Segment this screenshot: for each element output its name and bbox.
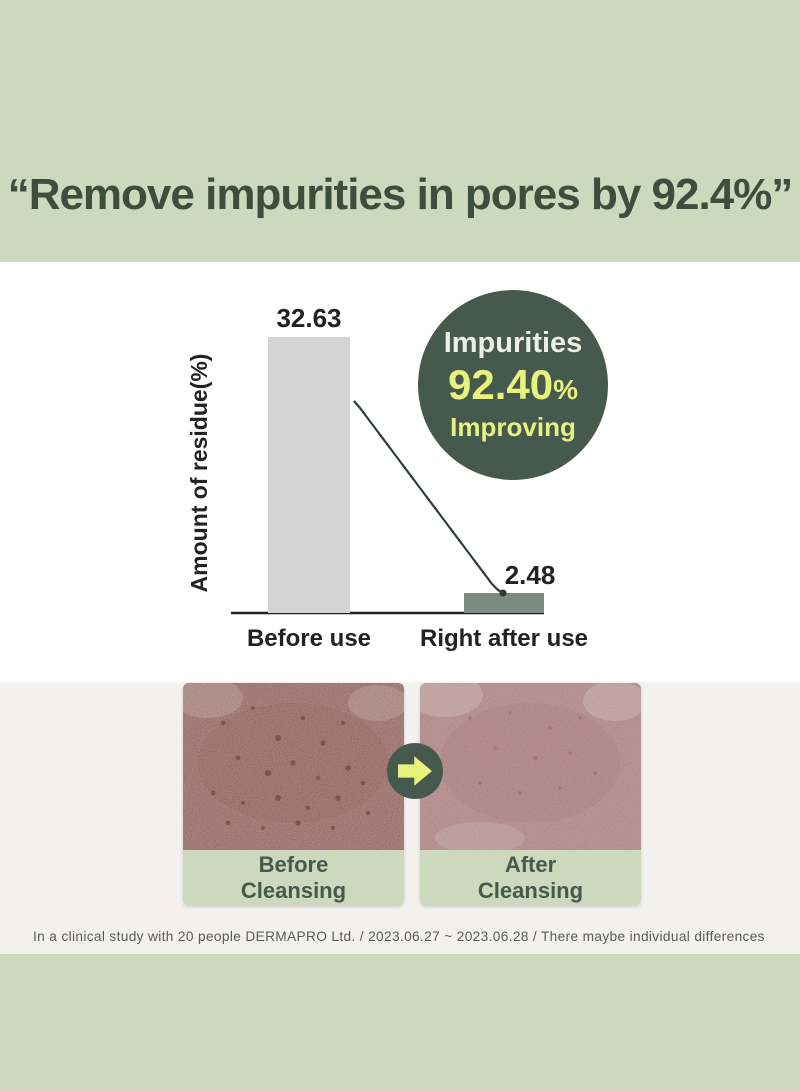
- svg-text:32.63: 32.63: [276, 303, 341, 333]
- svg-text:Before use: Before use: [247, 625, 371, 652]
- svg-text:Right after use: Right after use: [420, 625, 588, 652]
- svg-text:2.48: 2.48: [505, 560, 556, 590]
- svg-text:Amount of residue(%): Amount of residue(%): [186, 354, 212, 593]
